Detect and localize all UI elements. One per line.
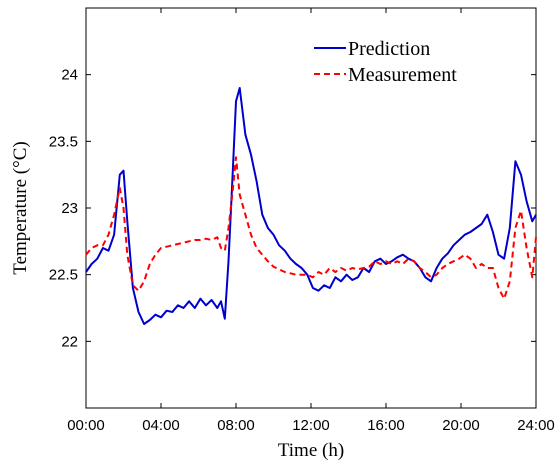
x-tick-label: 04:00 [142, 417, 180, 434]
series-line-prediction [85, 87, 537, 325]
y-tick-label: 24 [61, 67, 78, 84]
y-tick-label: 22 [61, 333, 78, 350]
y-tick-label: 22.5 [49, 267, 78, 284]
y-tick-label: 23 [61, 200, 78, 217]
y-axis-label: Temperature (°C) [10, 141, 31, 274]
x-tick-label: 16:00 [367, 417, 405, 434]
x-tick-label: 20:00 [442, 417, 480, 434]
legend-label-measurement: Measurement [348, 64, 457, 86]
y-tick-label: 23.5 [49, 133, 78, 150]
series-layer [85, 87, 537, 325]
series-line-measurement [85, 156, 537, 300]
x-tick-label: 08:00 [217, 417, 255, 434]
x-tick-label: 24:00 [517, 417, 555, 434]
plot-frame [85, 7, 537, 409]
legend: Prediction Measurement [314, 38, 457, 86]
tick-marks [85, 8, 537, 408]
x-tick-label: 00:00 [67, 417, 105, 434]
x-tick-label: 12:00 [292, 417, 330, 434]
legend-label-prediction: Prediction [348, 38, 430, 60]
x-axis-label: Time (h) [278, 440, 344, 461]
